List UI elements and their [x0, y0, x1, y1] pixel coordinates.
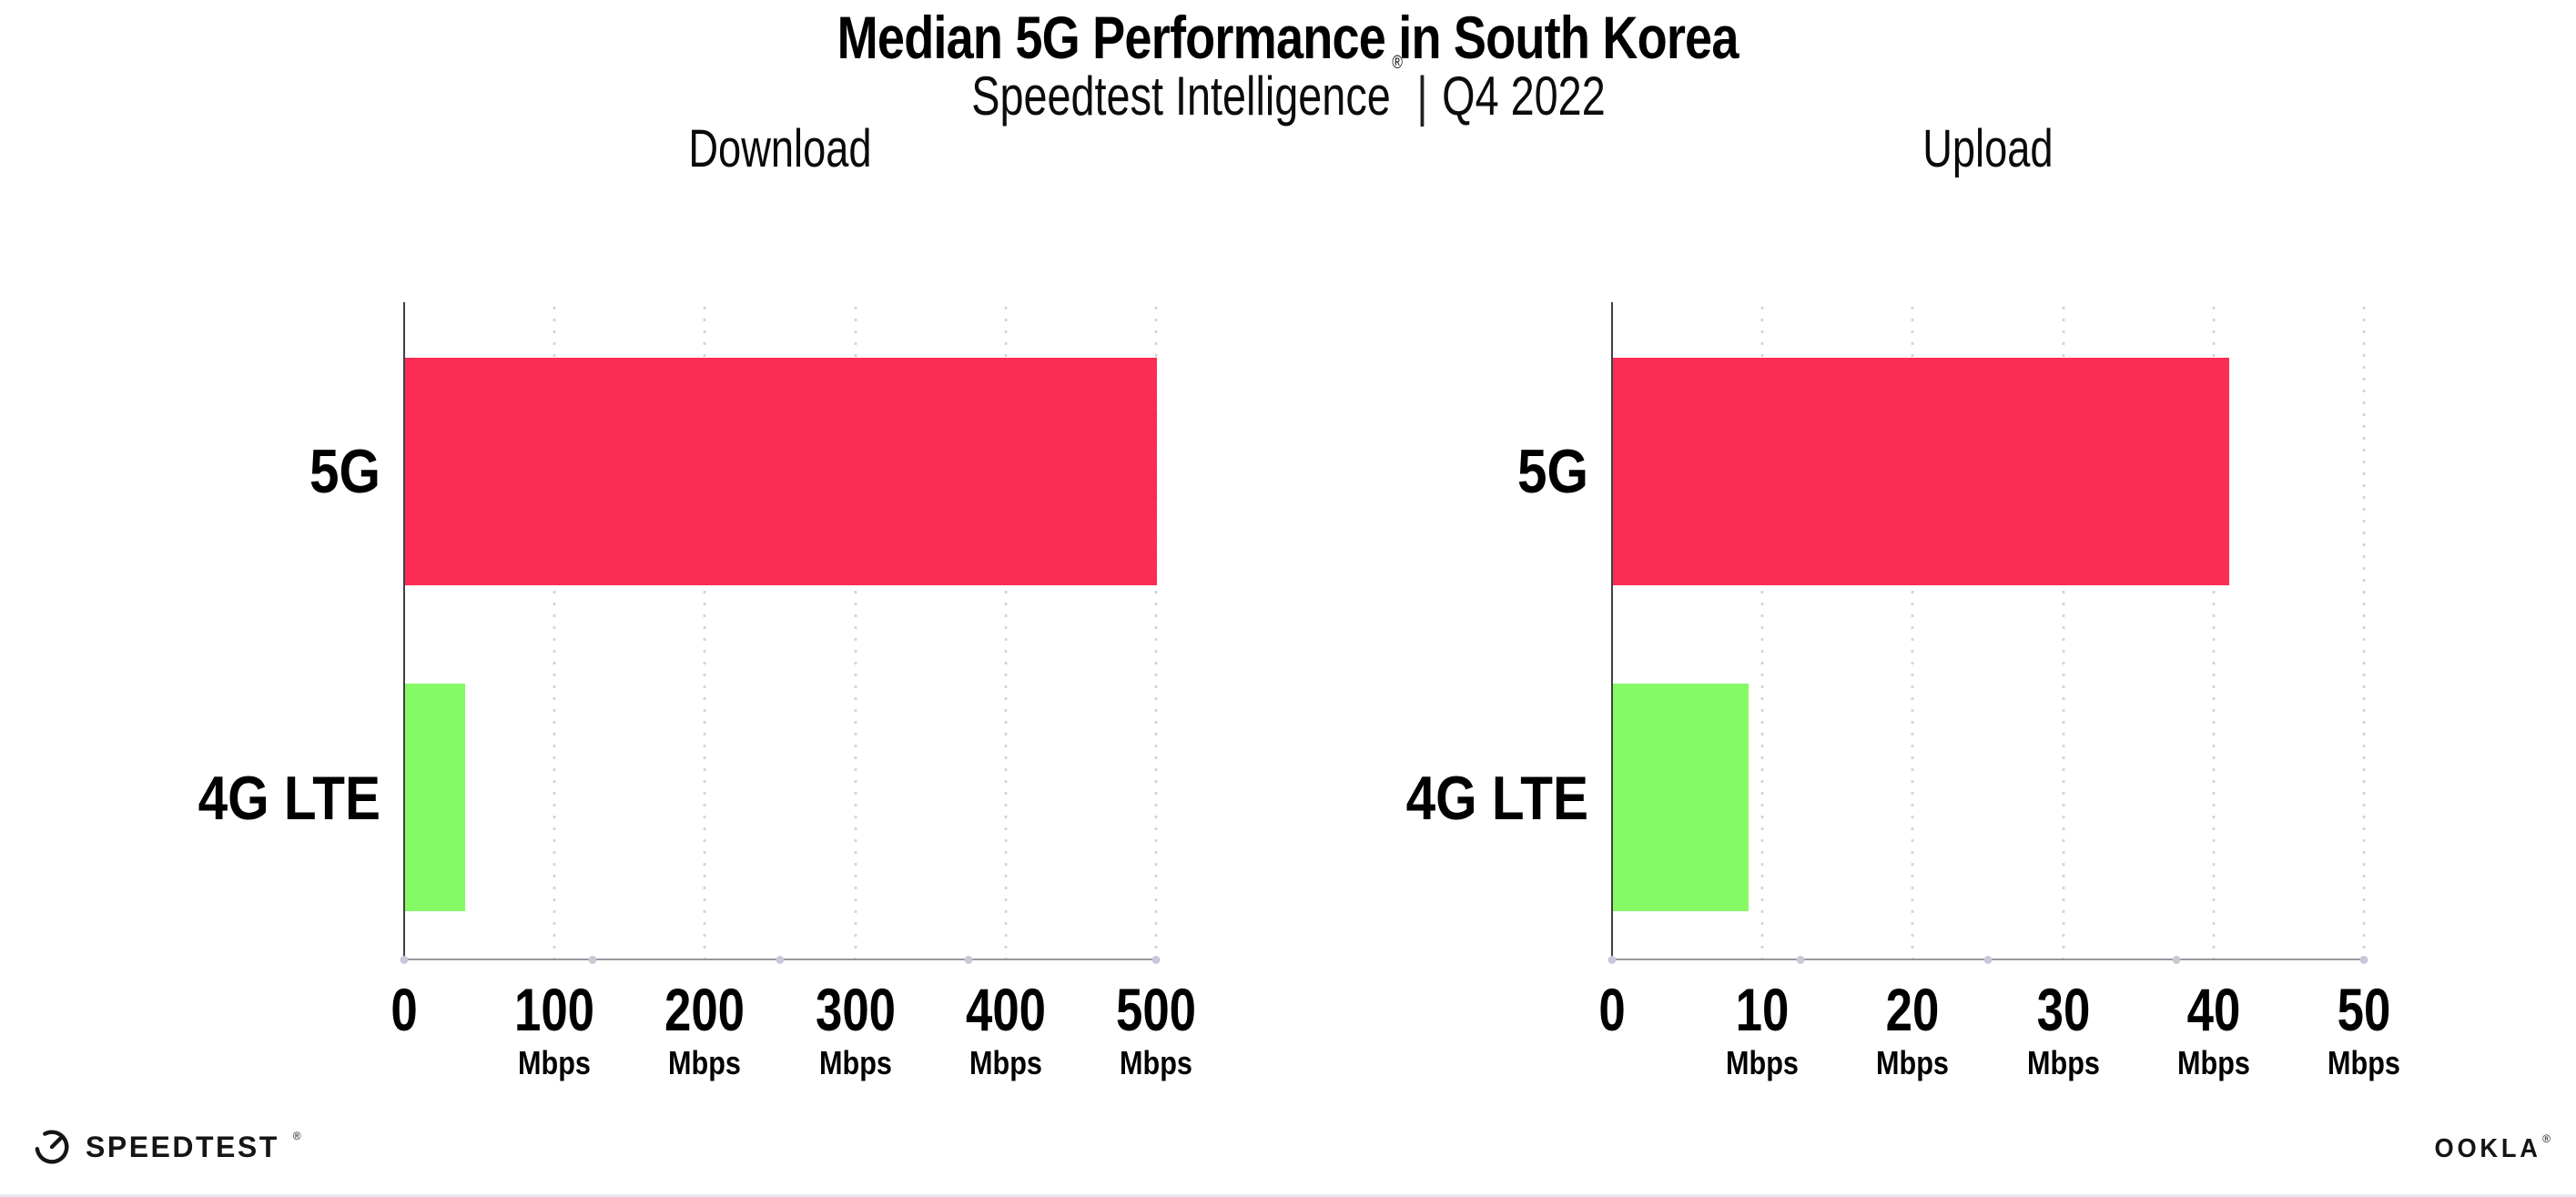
upload-4g-lte-bar: [1613, 684, 1749, 911]
upload-plot-area: 5G 4G LTE 0 10 Mbps 20 Mbps 30 Mbps 40 M…: [1406, 302, 2400, 1080]
upload-category-label-5g: 5G: [1516, 436, 1588, 506]
download-category-label-4g-lte: 4G LTE: [198, 764, 380, 834]
axis-tick-dot: [1796, 955, 1804, 964]
axis-tick-dot: [964, 955, 972, 964]
gridline: [1003, 302, 1008, 959]
page-title-text: Median 5G Performance in South Korea: [837, 4, 1739, 71]
download-x-tick-100: 100 Mbps: [514, 976, 595, 1081]
upload-chart-title: Upload: [1922, 119, 2054, 178]
axis-tick-dot: [2172, 955, 2180, 964]
gridline: [2211, 302, 2216, 959]
gridline: [853, 302, 857, 959]
gridline: [2061, 302, 2065, 959]
download-x-tick-300: 300 Mbps: [815, 976, 896, 1081]
ookla-registered-mark-icon: ®: [2542, 1131, 2551, 1145]
download-x-tick-0: 0: [390, 976, 418, 1043]
upload-y-axis-spine: [1611, 302, 1613, 960]
gridline: [1760, 302, 1765, 959]
ookla-wordmark: OOKLA: [2434, 1134, 2542, 1163]
gridline: [2362, 302, 2366, 959]
upload-x-tick-0: 0: [1598, 976, 1626, 1043]
upload-category-label-4g-lte: 4G LTE: [1405, 764, 1588, 834]
image-bottom-border: [0, 1194, 2576, 1197]
speedtest-registered-mark-icon: ®: [292, 1130, 301, 1142]
speedtest-logo: SPEEDTEST ®: [31, 1125, 301, 1169]
gridline: [553, 302, 557, 959]
download-x-tick-200: 200 Mbps: [664, 976, 745, 1081]
gridline: [1154, 302, 1158, 959]
gridline: [703, 302, 707, 959]
axis-tick-dot: [588, 955, 596, 964]
upload-5g-bar: [1613, 358, 2230, 585]
speedtest-wordmark: SPEEDTEST: [86, 1131, 279, 1163]
axis-tick-dot: [1983, 955, 1993, 964]
download-category-label-5g: 5G: [309, 436, 380, 506]
axis-tick-dot: [2359, 955, 2368, 964]
subtitle-brand: Speedtest Intelligence: [970, 66, 1391, 127]
subtitle-separator: |: [1415, 66, 1428, 127]
ookla-logo: OOKLA ®: [2428, 1132, 2551, 1163]
axis-tick-dot: [1607, 955, 1617, 964]
axis-tick-dot: [400, 955, 409, 964]
gridline: [1911, 302, 1915, 959]
axis-tick-dot: [776, 955, 785, 964]
page-title: Median 5G Performance in South Korea: [0, 7, 2576, 67]
page-subtitle: Speedtest Intelligence® | Q4 2022: [0, 54, 2576, 127]
download-4g-lte-bar: [405, 684, 466, 911]
axis-tick-dot: [1151, 955, 1161, 964]
upload-x-tick-50: 50 Mbps: [2328, 976, 2400, 1081]
upload-x-tick-10: 10 Mbps: [1726, 976, 1800, 1081]
download-chart-title: Download: [688, 119, 872, 178]
registered-mark-icon: ®: [1391, 53, 1403, 73]
download-y-axis-spine: [403, 302, 405, 960]
download-x-tick-400: 400 Mbps: [965, 976, 1046, 1081]
upload-x-tick-40: 40 Mbps: [2176, 976, 2250, 1081]
download-5g-bar: [405, 358, 1157, 585]
download-plot-area: 5G 4G LTE 0 100 Mbps 200 Mbps 300 Mbps 4…: [198, 302, 1196, 1080]
subtitle-period: Q4 2022: [1441, 66, 1606, 127]
upload-x-tick-20: 20 Mbps: [1876, 976, 1950, 1081]
page-subtitle-text: Speedtest Intelligence® | Q4 2022: [970, 54, 1606, 127]
upload-x-tick-30: 30 Mbps: [2026, 976, 2100, 1081]
download-x-tick-500: 500 Mbps: [1115, 976, 1197, 1081]
speedtest-gauge-icon: [35, 1130, 69, 1164]
